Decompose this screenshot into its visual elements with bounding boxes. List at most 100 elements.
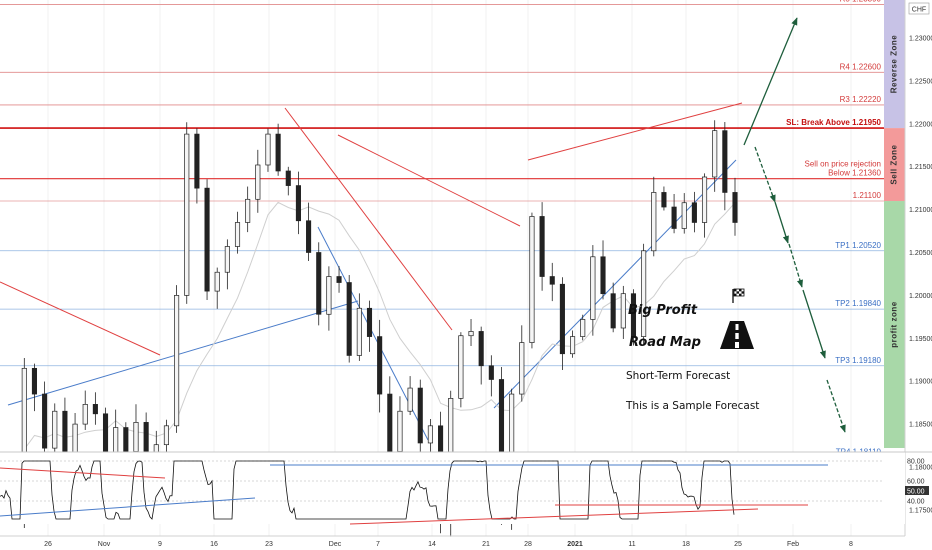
level-label: Below 1.21360	[828, 169, 881, 178]
candle-body	[641, 250, 647, 337]
zone-label: Reverse Zone	[890, 35, 899, 94]
time-tick-label: 23	[265, 541, 273, 548]
trend-line	[493, 159, 737, 409]
candle-body	[651, 192, 657, 252]
candle-body	[732, 192, 738, 223]
oscillator-line	[0, 460, 735, 520]
candle-body	[316, 252, 322, 315]
trend-line	[527, 102, 743, 161]
candle-body	[245, 198, 251, 223]
candle-body	[295, 185, 301, 222]
level-label: TP3 1.19180	[835, 356, 881, 365]
oscillator-tick-label: 40.00	[907, 499, 925, 506]
candle-body	[265, 133, 271, 166]
candle-body	[630, 293, 637, 337]
zone-band	[884, 0, 905, 129]
short-term-label: Short-Term Forecast	[626, 370, 730, 382]
level-label: SL: Break Above 1.21950	[786, 118, 881, 127]
candle-body	[133, 422, 139, 452]
symbol-badge	[908, 2, 930, 15]
candle-body	[326, 276, 332, 315]
candle-body	[52, 410, 58, 449]
zone-label: profit zone	[890, 301, 899, 347]
level-label: R3 1.22220	[840, 95, 882, 104]
time-tick-label: Dec	[329, 541, 342, 548]
candle-body	[204, 187, 210, 292]
candle-body	[427, 425, 433, 444]
trend-line	[284, 107, 453, 331]
oscillator-trend-line	[0, 497, 256, 517]
candle-body	[549, 276, 555, 285]
candle-body	[600, 256, 606, 295]
candle-body	[366, 307, 373, 337]
level-label: R4 1.22600	[840, 62, 882, 71]
candle-body	[417, 387, 423, 444]
price-tick-label: 1.23000	[909, 36, 932, 43]
zone-band	[884, 201, 905, 448]
candle-body	[163, 425, 169, 446]
price-tick-label: 1.18000	[909, 465, 932, 472]
candle-body	[559, 283, 565, 355]
trend-line	[0, 281, 161, 356]
candle-body	[377, 336, 383, 395]
candle-body	[255, 164, 261, 200]
time-tick-label: 26	[44, 541, 52, 548]
candle-body	[468, 331, 474, 337]
sample-label: This is a Sample Forecast	[625, 400, 759, 412]
candle-body	[224, 246, 230, 273]
zone-band	[884, 128, 905, 202]
time-tick-label: 2021	[567, 541, 583, 548]
candle-body	[336, 276, 342, 283]
candle-body	[275, 133, 281, 172]
candle-body	[194, 133, 200, 189]
candle-body	[285, 170, 291, 186]
price-tick-label: 1.22500	[909, 78, 932, 85]
forecast-arrow-down	[826, 379, 846, 433]
candle-body	[234, 222, 241, 247]
candle-body	[580, 319, 586, 337]
candle-body	[519, 342, 525, 395]
big-profit-label: Big Profit	[628, 303, 698, 318]
candle-body	[306, 220, 312, 253]
time-tick-label: Feb	[787, 541, 799, 548]
candle-body	[407, 387, 413, 412]
candle-body	[488, 365, 494, 380]
zone-label: Sell Zone	[890, 144, 899, 184]
level-label: Sell on price rejection	[805, 160, 881, 169]
oscillator-panel	[0, 452, 905, 524]
price-tick-label: 1.22000	[909, 121, 932, 128]
oscillator-trend-line	[0, 467, 166, 479]
forecast-arrow-down	[802, 289, 826, 359]
price-tick-label: 1.20500	[909, 250, 932, 257]
trend-line	[7, 300, 359, 406]
candle-body	[590, 256, 596, 320]
symbol-label: CHF	[912, 7, 926, 14]
price-tick-label: 1.18500	[909, 422, 932, 429]
level-label: TP2 1.19840	[835, 299, 881, 308]
time-tick-label: 21	[482, 541, 490, 548]
oscillator-tick-label: 60.00	[907, 479, 925, 486]
candle-body	[691, 202, 697, 223]
road-icon	[720, 321, 754, 349]
candle-body	[712, 130, 718, 178]
forecast-arrow-up	[743, 17, 798, 146]
candle-body	[701, 176, 708, 223]
forecast-arrow-down	[774, 201, 789, 244]
level-label: TP1 1.20520	[835, 241, 881, 250]
candle-body	[82, 404, 88, 425]
candle-body	[31, 367, 38, 395]
time-tick-label: 11	[628, 541, 635, 548]
price-tick-label: 1.17500	[909, 507, 932, 514]
time-tick-label: 18	[682, 541, 690, 548]
candle-body	[92, 404, 98, 415]
oscillator-current-badge	[905, 486, 929, 495]
candle-body	[478, 331, 484, 367]
time-tick-label: Nov	[98, 541, 111, 548]
forecast-arrow-down	[788, 243, 803, 288]
candle-body	[174, 295, 180, 427]
candle-body	[529, 216, 535, 343]
forecast-arrow-down	[754, 146, 776, 203]
candle-body	[356, 307, 362, 356]
time-tick-label: 9	[158, 541, 162, 548]
